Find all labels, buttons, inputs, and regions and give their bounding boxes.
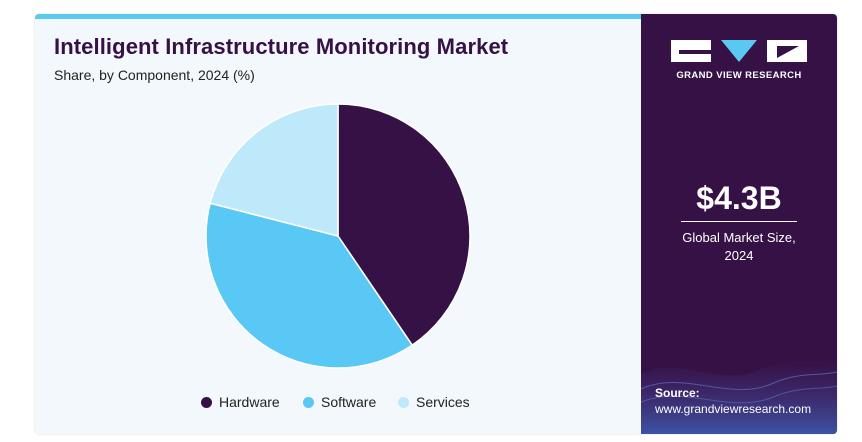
market-size-value: $4.3B	[696, 180, 782, 216]
brand-logo-icon	[671, 40, 807, 62]
pie-chart	[205, 103, 471, 369]
legend-label: Services	[416, 394, 470, 410]
brand-name: GRAND VIEW RESEARCH	[676, 70, 802, 81]
infographic-card: Intelligent Infrastructure Monitoring Ma…	[35, 14, 837, 434]
legend-label: Software	[321, 394, 377, 410]
brand-logo: GRAND VIEW RESEARCH	[665, 38, 813, 81]
accent-bar	[35, 14, 641, 19]
source-link[interactable]: www.grandviewresearch.com	[655, 402, 812, 416]
chart-panel: Intelligent Infrastructure Monitoring Ma…	[35, 14, 641, 434]
legend-label: Hardware	[219, 394, 280, 410]
chart-legend: Hardware Software Services	[35, 394, 641, 414]
legend-item-services: Services	[398, 394, 470, 410]
legend-swatch	[201, 396, 212, 408]
market-size-caption-line1: Global Market Size,	[682, 230, 796, 245]
chart-title: Intelligent Infrastructure Monitoring Ma…	[54, 34, 509, 59]
legend-item-software: Software	[303, 394, 376, 410]
chart-subtitle: Share, by Component, 2024 (%)	[54, 67, 255, 83]
pie-slice-services	[209, 103, 339, 237]
pie-slice-hardware	[337, 103, 471, 347]
market-size-caption-line2: 2024	[724, 248, 754, 263]
legend-item-hardware: Hardware	[201, 394, 280, 410]
decorative-wave-pattern	[641, 359, 837, 434]
legend-swatch	[398, 396, 409, 408]
legend-swatch	[303, 396, 314, 408]
divider	[681, 221, 797, 222]
source-label: Source:	[655, 386, 700, 400]
market-size-caption: Global Market Size, 2024	[641, 229, 837, 265]
summary-sidebar: GRAND VIEW RESEARCH $4.3B Global Market …	[641, 14, 837, 434]
pie-slice-software	[205, 202, 414, 369]
